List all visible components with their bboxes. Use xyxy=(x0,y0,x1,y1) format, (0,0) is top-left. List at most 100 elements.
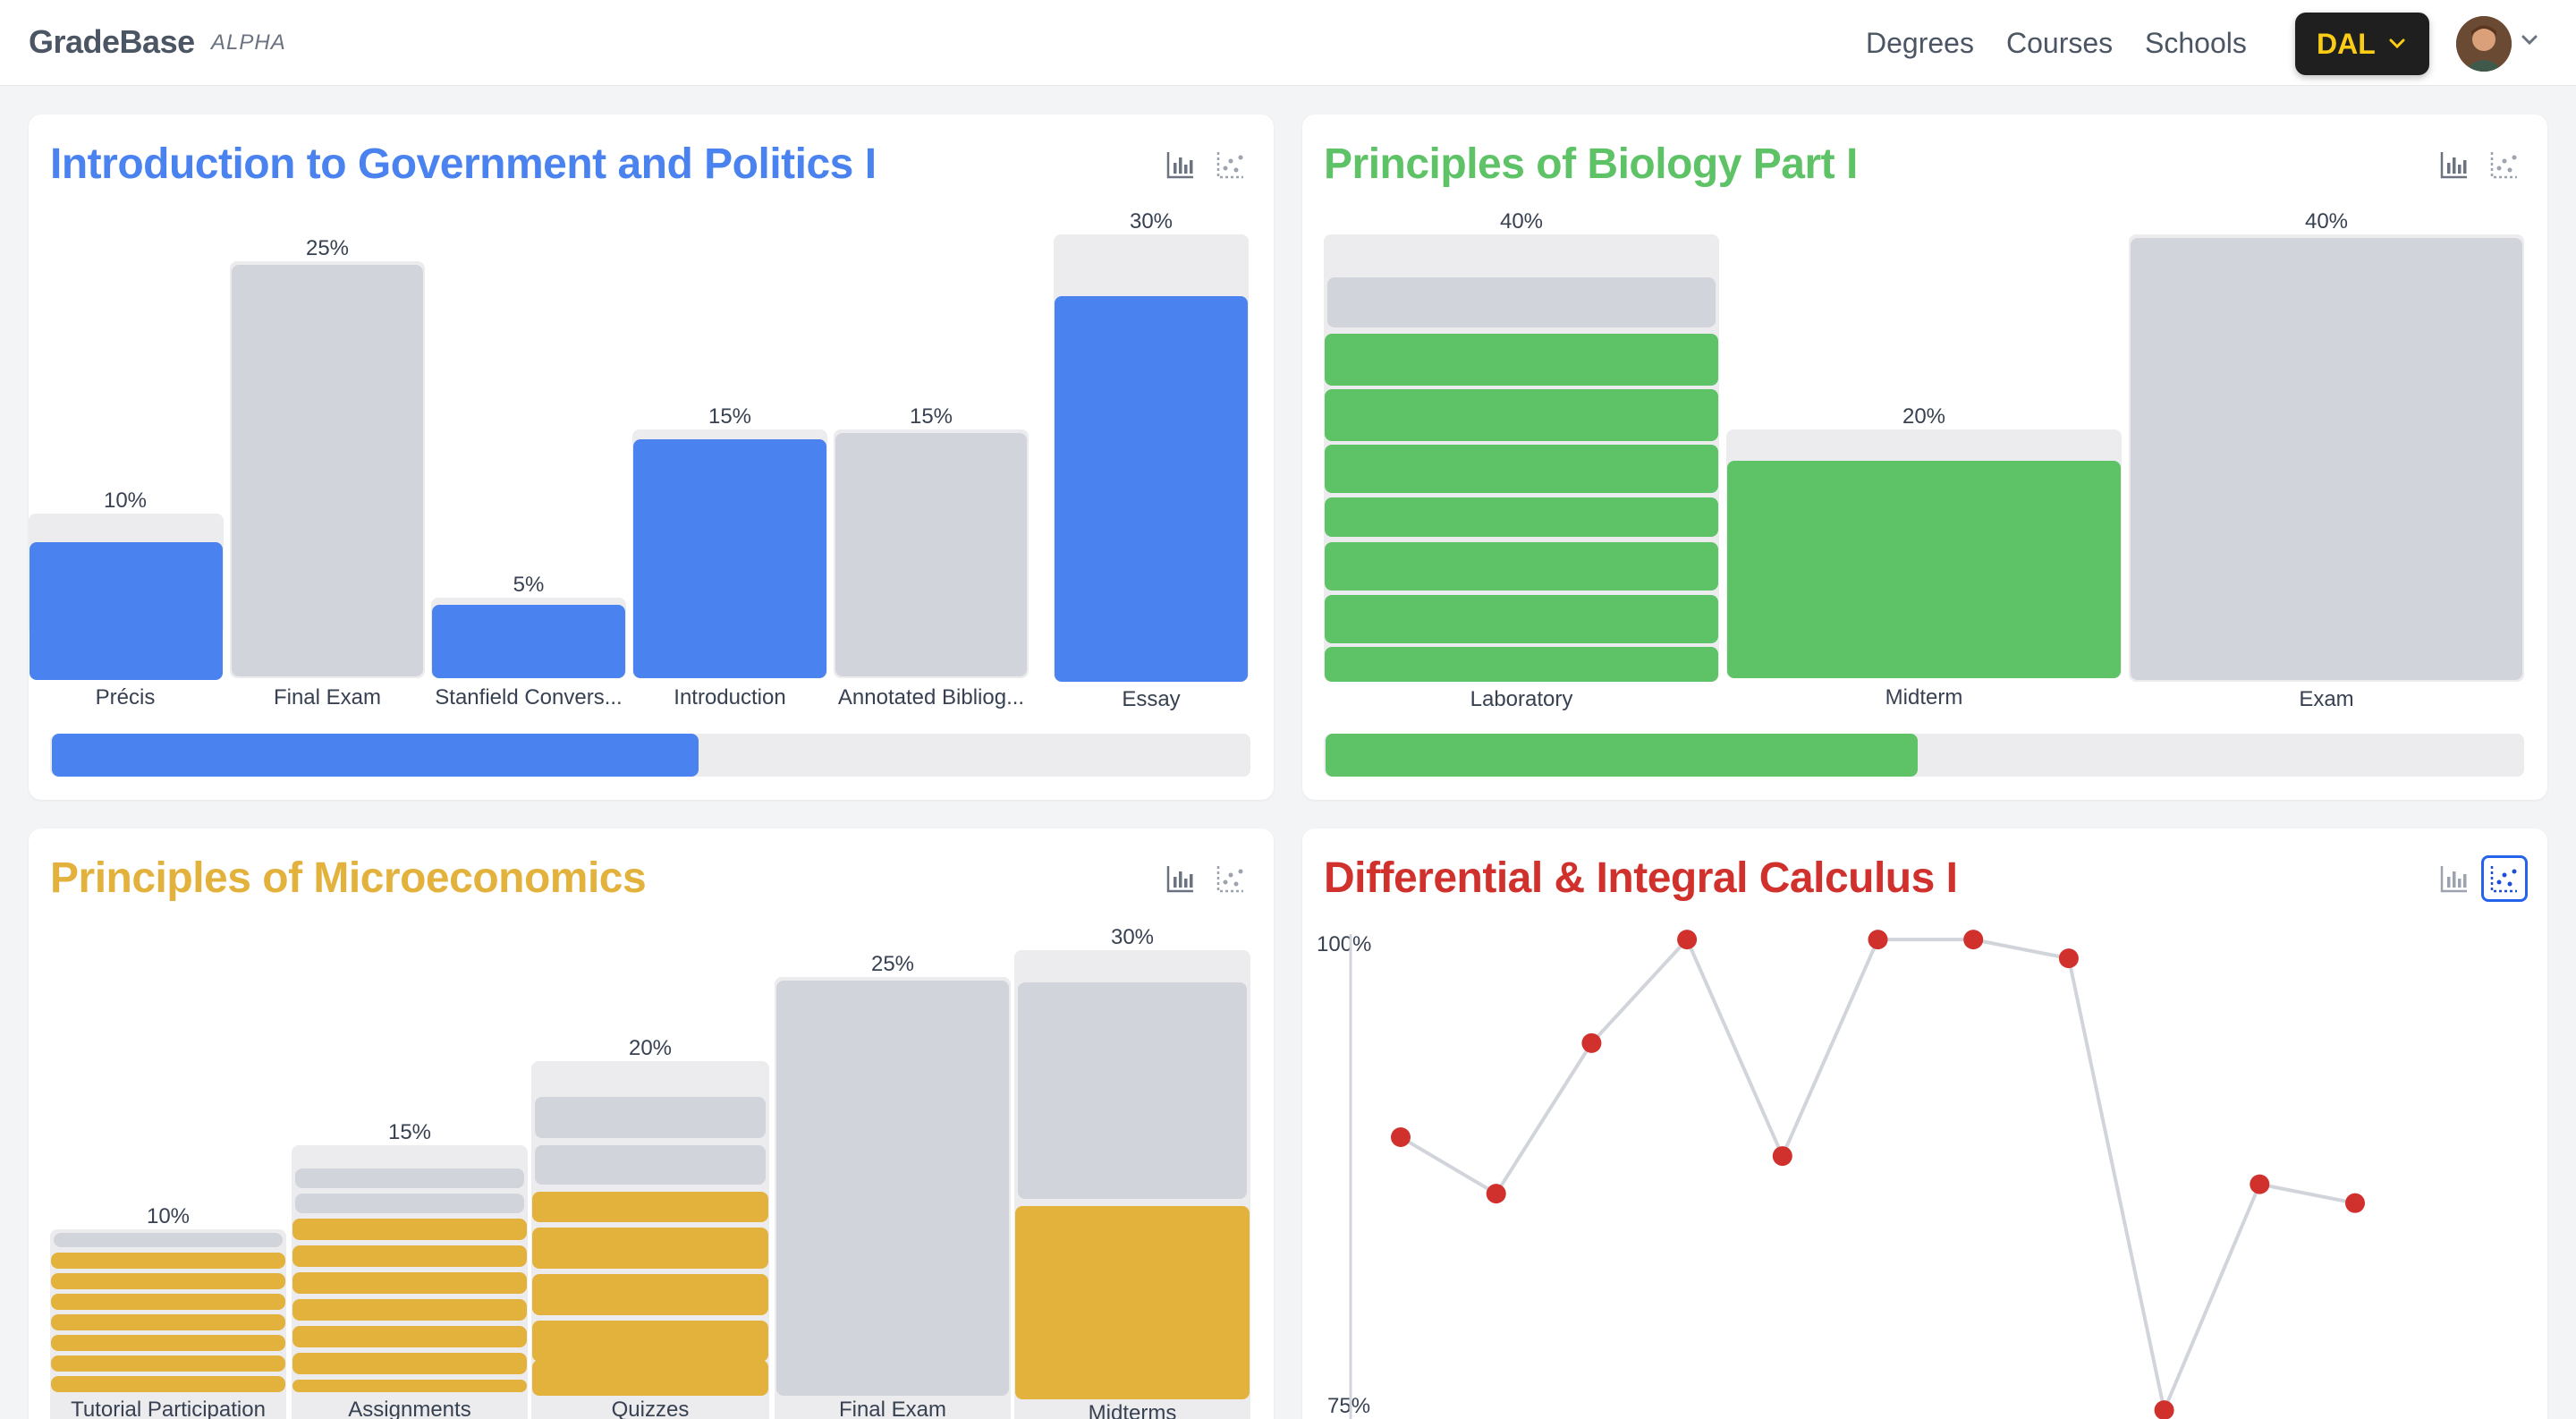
scatter-chart-icon xyxy=(1216,152,1243,179)
scatter-chart-view-button[interactable] xyxy=(1208,855,1254,902)
grade-segment[interactable] xyxy=(51,1273,285,1289)
bar-chart-view-button[interactable] xyxy=(2431,141,2478,188)
overall-progress-fill xyxy=(1326,734,1918,777)
grade-segment[interactable] xyxy=(292,1299,527,1321)
course-card-calculus[interactable]: Differential & Integral Calculus I 100% … xyxy=(1302,828,2547,1419)
grade-segment[interactable] xyxy=(532,1192,768,1222)
grade-segment[interactable] xyxy=(1325,542,1718,591)
data-point[interactable] xyxy=(2250,1174,2270,1194)
data-point[interactable] xyxy=(1963,930,1984,950)
ungraded-segment[interactable] xyxy=(835,433,1027,676)
nav-courses[interactable]: Courses xyxy=(2006,27,2114,59)
user-avatar[interactable] xyxy=(2456,16,2512,72)
ungraded-segment[interactable] xyxy=(535,1145,766,1185)
grade-segment[interactable] xyxy=(51,1253,285,1269)
component-label: Stanfield Convers... xyxy=(435,685,623,710)
data-point[interactable] xyxy=(1486,1184,1506,1204)
grade-segment[interactable] xyxy=(532,1360,768,1396)
scatter-chart-view-button[interactable] xyxy=(2481,855,2528,902)
ungraded-segment[interactable] xyxy=(232,265,423,676)
data-point[interactable] xyxy=(1772,1146,1792,1167)
component-weight: 15% xyxy=(909,404,953,429)
component-label: Précis xyxy=(95,685,156,710)
grade-segment[interactable] xyxy=(30,542,223,680)
data-point[interactable] xyxy=(1581,1032,1602,1053)
grade-segment[interactable] xyxy=(1325,389,1718,441)
data-point[interactable] xyxy=(2154,1400,2174,1419)
course-title[interactable]: Introduction to Government and Politics … xyxy=(50,140,877,188)
component-weight: 40% xyxy=(2304,209,2349,234)
grade-segment[interactable] xyxy=(292,1219,527,1240)
component-label: Annotated Bibliog... xyxy=(837,685,1025,710)
grade-segment[interactable] xyxy=(432,605,625,678)
grade-segment[interactable] xyxy=(1015,1206,1250,1399)
grade-segment[interactable] xyxy=(51,1294,285,1310)
overall-progress-fill xyxy=(52,734,699,777)
data-point[interactable] xyxy=(1677,930,1698,950)
ungraded-segment[interactable] xyxy=(54,1233,283,1247)
grade-segment[interactable] xyxy=(292,1326,527,1347)
component-weight: 15% xyxy=(387,1120,432,1144)
grade-segment[interactable] xyxy=(1325,595,1718,643)
course-title[interactable]: Differential & Integral Calculus I xyxy=(1324,854,1958,902)
data-point[interactable] xyxy=(2345,1193,2365,1213)
grade-segment[interactable] xyxy=(51,1335,285,1351)
data-point[interactable] xyxy=(1391,1127,1411,1148)
ungraded-segment[interactable] xyxy=(776,981,1009,1396)
grade-segment[interactable] xyxy=(292,1353,527,1374)
grade-segment[interactable] xyxy=(532,1274,768,1315)
alpha-badge: ALPHA xyxy=(211,30,286,55)
bar-chart-view-button[interactable] xyxy=(1157,141,1204,188)
grade-segment[interactable] xyxy=(1325,334,1718,386)
top-navbar: GradeBase ALPHA Degrees Courses Schools … xyxy=(0,0,2576,86)
ungraded-segment[interactable] xyxy=(1018,982,1247,1199)
ungraded-segment[interactable] xyxy=(535,1097,766,1138)
series-line xyxy=(1399,938,2356,1413)
chevron-down-icon[interactable] xyxy=(2521,34,2538,47)
y-axis-top-label: 100% xyxy=(1317,932,1372,956)
app-logo[interactable]: GradeBase xyxy=(29,23,195,60)
nav-degrees[interactable]: Degrees xyxy=(1866,27,1974,59)
scatter-chart-view-button[interactable] xyxy=(2481,141,2528,188)
scatter-chart-view-button[interactable] xyxy=(1208,141,1254,188)
ungraded-segment[interactable] xyxy=(2131,238,2522,680)
grade-segment[interactable] xyxy=(1325,647,1718,682)
grade-segment[interactable] xyxy=(292,1245,527,1267)
grade-trend-chart[interactable] xyxy=(1302,828,2547,1419)
course-card-government[interactable]: Introduction to Government and Politics … xyxy=(29,115,1274,800)
nav-schools[interactable]: Schools xyxy=(2145,27,2247,59)
bar-chart-view-button[interactable] xyxy=(2431,855,2478,902)
component-weight: 25% xyxy=(870,952,915,976)
ungraded-segment[interactable] xyxy=(1327,277,1716,327)
grade-segment[interactable] xyxy=(1325,497,1718,537)
grade-segment[interactable] xyxy=(292,1380,527,1392)
component-label: Assignments xyxy=(348,1398,471,1419)
course-card-microeconomics[interactable]: Principles of Microeconomics 10% Tutoria… xyxy=(29,828,1274,1419)
grade-segment[interactable] xyxy=(1727,461,2121,678)
data-point[interactable] xyxy=(2058,948,2079,969)
grade-segment[interactable] xyxy=(51,1355,285,1372)
grade-segment[interactable] xyxy=(633,439,826,678)
grade-segment[interactable] xyxy=(51,1376,285,1392)
bar-chart-icon xyxy=(2440,866,2467,893)
grade-segment[interactable] xyxy=(532,1228,768,1269)
ungraded-segment[interactable] xyxy=(295,1194,524,1213)
grade-segment[interactable] xyxy=(292,1272,527,1294)
bar-chart-icon xyxy=(2440,152,2467,179)
grade-segment[interactable] xyxy=(1055,296,1248,682)
grade-segment[interactable] xyxy=(532,1321,768,1362)
ungraded-segment[interactable] xyxy=(295,1168,524,1188)
bar-chart-view-button[interactable] xyxy=(1157,855,1204,902)
course-title[interactable]: Principles of Microeconomics xyxy=(50,854,647,902)
course-card-biology[interactable]: Principles of Biology Part I 40% Laborat… xyxy=(1302,115,2547,800)
grade-segment[interactable] xyxy=(51,1314,285,1330)
grade-segment[interactable] xyxy=(1325,445,1718,493)
school-selector-button[interactable]: DAL xyxy=(2295,13,2429,75)
y-axis-bottom-label: 75% xyxy=(1327,1394,1371,1418)
bar-chart-icon xyxy=(1166,152,1193,179)
component-label: Final Exam xyxy=(838,1398,947,1419)
component-weight: 30% xyxy=(1110,925,1155,949)
course-title[interactable]: Principles of Biology Part I xyxy=(1324,140,1858,188)
data-point[interactable] xyxy=(1868,930,1888,950)
component-weight: 20% xyxy=(1902,404,1946,429)
